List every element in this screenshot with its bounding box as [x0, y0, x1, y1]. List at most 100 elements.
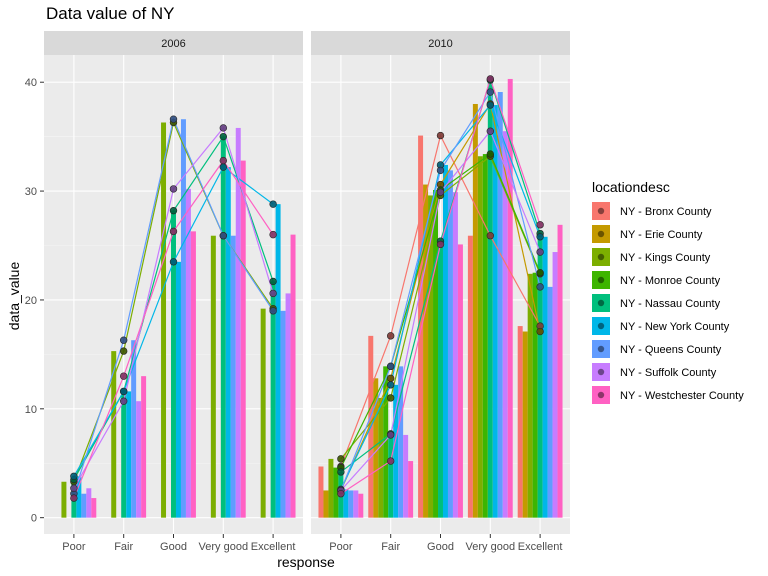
- legend-label: NY - Kings County: [620, 252, 711, 264]
- data-point: [436, 188, 445, 196]
- legend-swatch-point: [597, 299, 605, 307]
- legend-item: NY - Westchester County: [592, 386, 744, 404]
- data-point: [119, 372, 128, 380]
- data-point: [386, 381, 395, 389]
- data-point: [169, 206, 178, 215]
- data-point-shade: [219, 133, 227, 141]
- y-axis-label: data_value: [6, 262, 22, 331]
- data-point: [219, 124, 228, 132]
- data-point-shade: [337, 490, 345, 498]
- data-point-shade: [337, 468, 345, 476]
- data-point-shade: [437, 241, 444, 248]
- bar: [393, 384, 399, 518]
- data-point: [536, 221, 544, 229]
- data-point-shade: [437, 161, 444, 169]
- legend-item: NY - Kings County: [592, 248, 711, 266]
- data-point: [169, 227, 178, 236]
- data-point-shade: [486, 127, 494, 135]
- facet-strip-label: 2010: [428, 38, 452, 50]
- data-point: [269, 289, 277, 298]
- data-point-shade: [437, 132, 444, 139]
- y-tick-label: 0: [31, 513, 37, 525]
- legend-item: NY - Erie County: [592, 225, 703, 243]
- legend-item: NY - Monroe County: [592, 271, 721, 289]
- data-point: [386, 362, 395, 371]
- data-point: [119, 387, 128, 396]
- data-point-shade: [269, 200, 277, 208]
- bar: [428, 195, 434, 518]
- bar: [447, 170, 453, 518]
- bar: [477, 156, 483, 518]
- y-tick-label: 20: [25, 295, 37, 307]
- bar: [260, 308, 266, 518]
- data-point-shade: [120, 372, 128, 380]
- x-tick-label: Poor: [62, 541, 86, 553]
- bar: [418, 135, 424, 518]
- bar: [378, 397, 384, 518]
- bar: [121, 391, 127, 518]
- bar: [230, 235, 236, 518]
- x-tick-label: Excellent: [518, 541, 563, 553]
- bar: [348, 490, 354, 518]
- data-point-shade: [437, 181, 444, 188]
- bar: [542, 236, 548, 518]
- bar: [180, 119, 186, 518]
- data-point: [436, 240, 445, 249]
- bar: [141, 376, 147, 518]
- data-point-shade: [387, 394, 395, 402]
- data-point-shade: [269, 307, 277, 315]
- bar: [383, 366, 389, 518]
- data-point: [269, 200, 277, 208]
- data-point: [169, 115, 178, 123]
- bar: [225, 167, 231, 518]
- data-point: [536, 248, 544, 256]
- bar: [190, 231, 196, 518]
- data-point-shade: [387, 457, 395, 465]
- bar: [81, 493, 87, 518]
- x-axis: Poor Fair Good Very good Excellent Poor Fair Go…: [62, 534, 562, 553]
- data-point-shade: [486, 75, 494, 83]
- bar: [547, 286, 553, 518]
- bar: [527, 273, 533, 518]
- legend-label: NY - Westchester County: [620, 390, 744, 402]
- data-point: [169, 258, 178, 266]
- data-point: [219, 232, 228, 240]
- legend-item: NY - Nassau County: [592, 294, 721, 312]
- bar: [126, 391, 132, 518]
- bar: [388, 433, 394, 518]
- panel-2010: 2010: [311, 31, 570, 534]
- bar: [537, 233, 543, 518]
- bar: [61, 481, 67, 518]
- bar: [353, 490, 359, 518]
- x-tick-label: Fair: [114, 541, 133, 553]
- facet-strip: [44, 31, 303, 55]
- legend-item: NY - Bronx County: [592, 202, 712, 220]
- data-point: [436, 131, 445, 140]
- bar: [86, 488, 92, 518]
- bar: [220, 136, 226, 518]
- data-point-shade: [120, 347, 128, 355]
- bar: [270, 281, 276, 518]
- legend-title: locationdesc: [592, 179, 670, 195]
- data-point: [337, 468, 345, 476]
- data-point: [219, 132, 228, 141]
- bar: [323, 490, 329, 518]
- data-point: [486, 127, 495, 135]
- data-point-shade: [219, 163, 227, 171]
- bar: [161, 122, 167, 518]
- bar: [290, 234, 296, 518]
- bar: [457, 244, 463, 518]
- data-point: [269, 277, 277, 286]
- data-point-shade: [536, 283, 544, 291]
- legend-swatch-point: [597, 391, 605, 399]
- data-point: [436, 166, 445, 175]
- bar: [171, 210, 176, 518]
- bar: [517, 326, 523, 518]
- data-point-shade: [486, 88, 494, 96]
- chart-panels: 2006 2010: [44, 31, 570, 534]
- bar: [131, 340, 137, 518]
- bar: [482, 154, 488, 518]
- bar: [210, 235, 216, 518]
- data-point-shade: [269, 278, 277, 285]
- x-tick-label: Good: [427, 541, 454, 553]
